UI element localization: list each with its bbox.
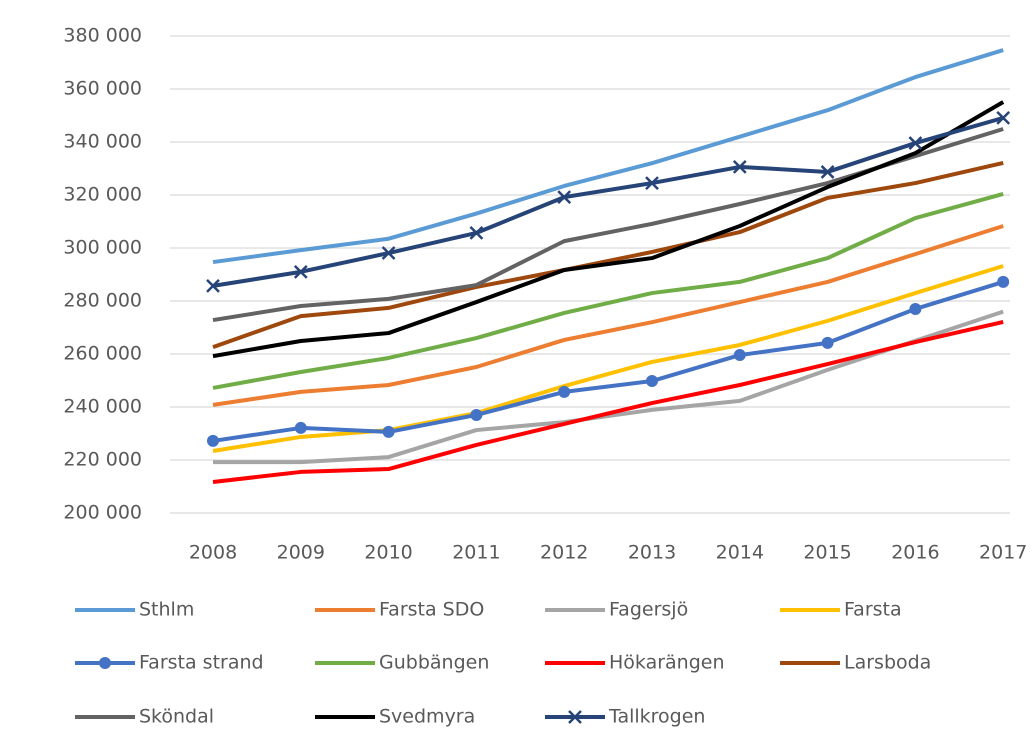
x-tick-label: 2012 [540, 542, 588, 564]
legend-label: Sthlm [139, 599, 194, 621]
legend-label: Sköndal [139, 706, 214, 728]
series-line [212, 48, 1004, 265]
y-tick-label: 380 000 [63, 25, 142, 47]
y-tick-label: 360 000 [63, 78, 142, 100]
point-marker [909, 302, 922, 315]
x-tick-label: 2013 [628, 542, 676, 564]
point-marker [821, 336, 834, 349]
y-tick-label: 320 000 [63, 184, 142, 206]
y-tick-label: 300 000 [63, 237, 142, 259]
x-tick-label: 2009 [277, 542, 325, 564]
series-line [213, 309, 1004, 465]
legend-label: Svedmyra [379, 706, 475, 728]
point-marker [820, 165, 835, 179]
legend-label: Larsboda [844, 652, 931, 674]
x-tick-label: 2016 [891, 542, 939, 564]
point-marker [646, 375, 658, 388]
legend-label: Gubbängen [379, 652, 489, 674]
point-marker [997, 275, 1010, 288]
point-marker [558, 385, 571, 398]
point-marker [733, 349, 746, 362]
x-tick-label: 2008 [189, 542, 237, 564]
point-marker [996, 111, 1011, 125]
y-tick-label: 340 000 [63, 131, 142, 153]
legend-label: Farsta [844, 599, 902, 621]
point-marker [557, 190, 572, 205]
y-tick-label: 280 000 [63, 290, 142, 312]
series-line [212, 224, 1004, 407]
point-marker [206, 279, 220, 293]
series-line [212, 100, 1005, 359]
series-line [212, 127, 1004, 323]
y-tick-label: 220 000 [63, 449, 142, 471]
series-line [212, 160, 1004, 349]
x-tick-label: 2015 [803, 542, 851, 564]
point-marker [645, 176, 659, 190]
legend-label: Farsta strand [139, 652, 264, 674]
point-marker [469, 226, 484, 240]
series-line [212, 264, 1004, 453]
series-line [212, 319, 1004, 484]
x-tick-label: 2017 [979, 542, 1027, 564]
legend-label: Fagersjö [609, 599, 688, 621]
x-tick-label: 2011 [452, 542, 500, 564]
point-marker [207, 434, 219, 447]
point-marker [382, 425, 395, 438]
series-line [212, 192, 1004, 390]
point-marker [293, 264, 308, 279]
point-marker [294, 421, 307, 434]
point-marker [470, 408, 483, 421]
y-tick-label: 200 000 [63, 502, 142, 524]
legend-label: Tallkrogen [608, 706, 705, 728]
legend-marker [568, 710, 582, 724]
series-line [212, 280, 1004, 443]
legend-marker [99, 657, 111, 669]
x-tick-label: 2014 [716, 542, 764, 564]
x-tick-label: 2010 [364, 542, 412, 564]
point-marker [732, 160, 747, 174]
point-marker [381, 246, 396, 260]
legend-label: Hökarängen [609, 652, 725, 674]
legend-label: Farsta SDO [379, 599, 484, 621]
point-marker [908, 136, 923, 150]
series-line [212, 115, 1004, 288]
y-tick-label: 240 000 [63, 396, 142, 418]
y-tick-label: 260 000 [63, 343, 142, 365]
